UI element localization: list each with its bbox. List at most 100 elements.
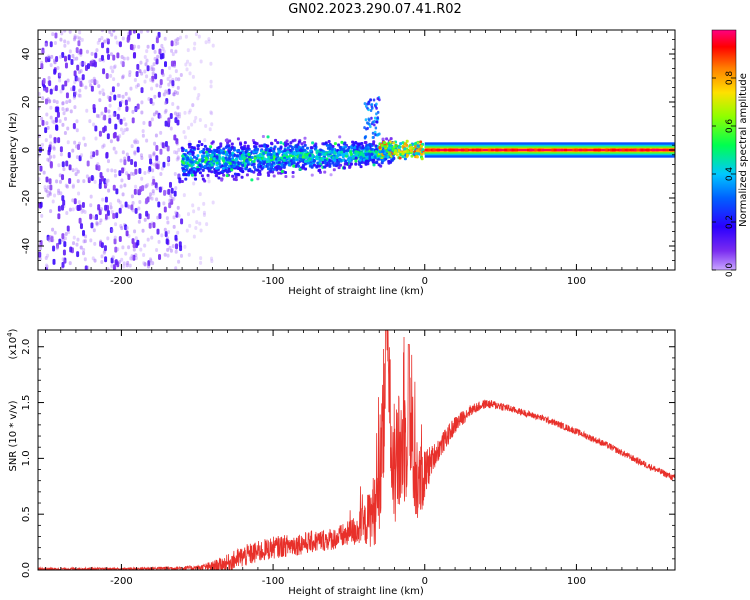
heat-cell	[59, 146, 63, 153]
heat-cell	[108, 30, 112, 34]
heat-cell	[119, 127, 123, 132]
heat-cell	[244, 167, 248, 171]
heat-cell	[64, 183, 68, 188]
heat-cell	[93, 179, 97, 184]
heat-cell	[609, 148, 613, 152]
y-tick-label: 40	[21, 48, 32, 61]
heat-cell	[298, 167, 302, 171]
heat-cell	[662, 148, 666, 152]
spectrogram-ylabel: Frequency (Hz)	[8, 112, 19, 188]
heat-cell	[133, 150, 137, 155]
heat-cell	[70, 87, 74, 92]
heat-cell	[267, 173, 271, 177]
heat-cell	[265, 144, 269, 148]
heat-cell	[94, 125, 98, 132]
heat-cell	[68, 261, 72, 266]
y-tick-label: 20	[21, 96, 32, 109]
heat-cell	[241, 164, 245, 168]
heat-cell	[173, 172, 177, 177]
heat-cell	[47, 54, 51, 59]
heat-cell	[95, 80, 99, 85]
heat-cell	[354, 162, 358, 166]
heat-cell	[178, 241, 182, 248]
heat-cell	[164, 140, 168, 147]
heat-cell	[188, 152, 192, 156]
heat-cell	[342, 147, 346, 151]
heat-cell	[74, 91, 78, 96]
heat-cell	[77, 40, 81, 47]
snr-frame	[37, 329, 676, 571]
heat-cell	[369, 158, 373, 162]
heat-cell	[167, 230, 171, 235]
heat-cell	[119, 223, 123, 228]
heat-cell	[157, 239, 161, 244]
heat-cell	[236, 137, 240, 141]
heat-cell	[274, 138, 278, 142]
heat-cell	[210, 259, 214, 264]
heat-cell	[318, 168, 322, 172]
heat-cell	[238, 161, 242, 165]
heat-cell	[59, 37, 63, 42]
heat-cell	[231, 160, 235, 164]
heat-cell	[640, 148, 644, 152]
heat-cell	[283, 148, 287, 152]
heat-cell	[252, 165, 256, 169]
heat-cell	[149, 154, 153, 159]
heat-cell	[303, 148, 307, 152]
heat-cell	[150, 65, 154, 70]
heat-cell	[220, 149, 224, 153]
heat-cell	[51, 238, 55, 243]
heat-cell	[323, 165, 327, 169]
heat-cell	[120, 60, 124, 65]
heat-cell	[193, 119, 197, 124]
heat-cell	[120, 99, 124, 104]
heat-cell	[369, 98, 373, 102]
heat-cell	[75, 119, 79, 124]
heat-cell	[120, 178, 124, 183]
heat-cell	[143, 79, 147, 84]
heat-cell	[82, 136, 86, 141]
heat-cell	[135, 71, 139, 78]
heat-cell	[163, 110, 167, 115]
tone-band	[424, 149, 675, 151]
heat-cell	[125, 171, 129, 176]
figure-title: GN02.2023.290.07.41.R02	[288, 2, 462, 17]
heat-cell	[100, 175, 104, 182]
heat-cell	[129, 86, 133, 91]
heat-cell	[51, 32, 55, 37]
heat-cell	[490, 148, 494, 152]
heat-cell	[136, 63, 140, 70]
heat-cell	[44, 188, 48, 193]
heat-cell	[52, 154, 56, 159]
heat-cell	[266, 135, 270, 139]
heat-cell	[146, 30, 150, 33]
heat-cell	[74, 172, 78, 177]
heat-cell	[73, 140, 77, 145]
heat-cell	[279, 141, 283, 145]
heat-cell	[144, 62, 148, 67]
heat-cell	[395, 153, 399, 157]
heat-cell	[113, 64, 117, 69]
heat-cell	[174, 49, 178, 54]
heat-cell	[291, 170, 295, 174]
heat-cell	[56, 65, 60, 70]
heat-cell	[418, 147, 422, 151]
heat-cell	[92, 76, 96, 81]
heat-cell	[196, 161, 200, 165]
heat-cell	[121, 167, 125, 174]
heat-cell	[250, 178, 254, 182]
heat-cell	[65, 100, 69, 105]
heat-cell	[346, 148, 350, 152]
heat-cell	[305, 146, 309, 150]
heat-cell	[131, 201, 135, 206]
heat-cell	[125, 152, 129, 157]
heat-cell	[136, 83, 140, 88]
snr-xlabel: Height of straight line (km)	[288, 586, 424, 597]
heat-cell	[160, 43, 164, 48]
heat-cell	[64, 231, 68, 236]
heat-cell	[147, 154, 151, 159]
heat-cell	[498, 148, 502, 152]
heat-cell	[71, 54, 75, 59]
heat-cell	[634, 148, 638, 152]
heat-cell	[364, 118, 368, 122]
